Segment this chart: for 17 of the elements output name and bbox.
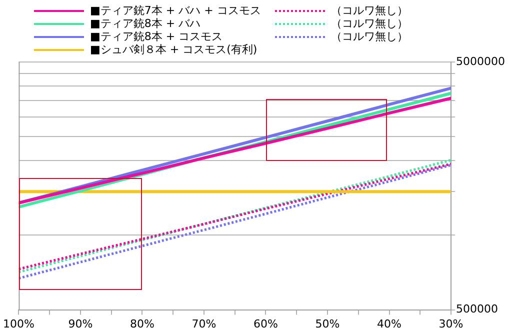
legend-label: ■ティア銃7本 + バハ + コスモス: [90, 4, 261, 17]
x-tick-label: 50%: [315, 317, 340, 330]
x-tick-label: 60%: [254, 317, 278, 330]
x-tick-label: 100%: [2, 317, 34, 330]
legend-label: ■ティア銃8本 + コスモス: [90, 30, 223, 43]
y-tick-label: 500000: [456, 302, 498, 316]
y-tick-label: 5000000: [456, 54, 506, 68]
x-tick-label: 30%: [438, 317, 464, 330]
x-tick-label: 70%: [192, 317, 216, 330]
legend-label: ■ティア銃8本 + バハ: [90, 17, 201, 30]
x-tick-label: 80%: [130, 317, 154, 330]
legend-label: ■シュバ剣８本 + コスモス(有利): [90, 43, 258, 56]
legend-label: （コルワ無し）: [330, 30, 408, 43]
x-tick-label: 90%: [68, 317, 93, 330]
x-tick-label: 40%: [377, 317, 402, 330]
legend-label: （コルワ無し）: [330, 4, 408, 17]
legend-label: （コルワ無し）: [330, 17, 408, 30]
